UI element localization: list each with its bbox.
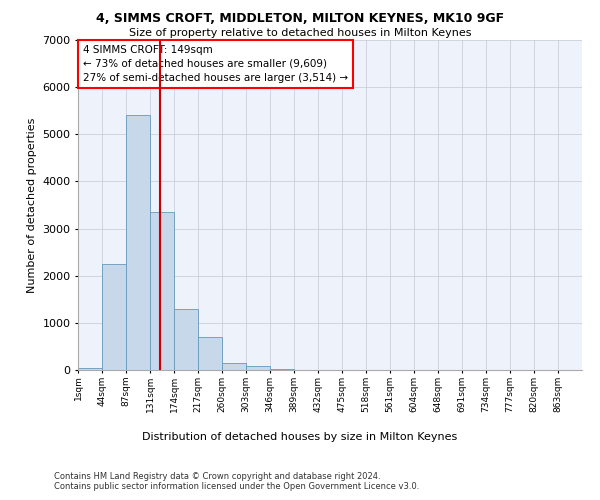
Text: 4 SIMMS CROFT: 149sqm
← 73% of detached houses are smaller (9,609)
27% of semi-d: 4 SIMMS CROFT: 149sqm ← 73% of detached … <box>83 45 348 83</box>
Text: Size of property relative to detached houses in Milton Keynes: Size of property relative to detached ho… <box>129 28 471 38</box>
Bar <box>222 363 246 370</box>
Bar <box>102 264 126 370</box>
Bar <box>246 366 270 370</box>
Bar <box>151 212 175 370</box>
Bar <box>126 116 150 370</box>
Bar <box>270 368 294 370</box>
Bar <box>78 368 102 370</box>
Text: Contains public sector information licensed under the Open Government Licence v3: Contains public sector information licen… <box>54 482 419 491</box>
Text: Contains HM Land Registry data © Crown copyright and database right 2024.: Contains HM Land Registry data © Crown c… <box>54 472 380 481</box>
Y-axis label: Number of detached properties: Number of detached properties <box>26 118 37 292</box>
Text: 4, SIMMS CROFT, MIDDLETON, MILTON KEYNES, MK10 9GF: 4, SIMMS CROFT, MIDDLETON, MILTON KEYNES… <box>96 12 504 26</box>
Text: Distribution of detached houses by size in Milton Keynes: Distribution of detached houses by size … <box>142 432 458 442</box>
Bar <box>175 308 198 370</box>
Bar <box>198 337 222 370</box>
